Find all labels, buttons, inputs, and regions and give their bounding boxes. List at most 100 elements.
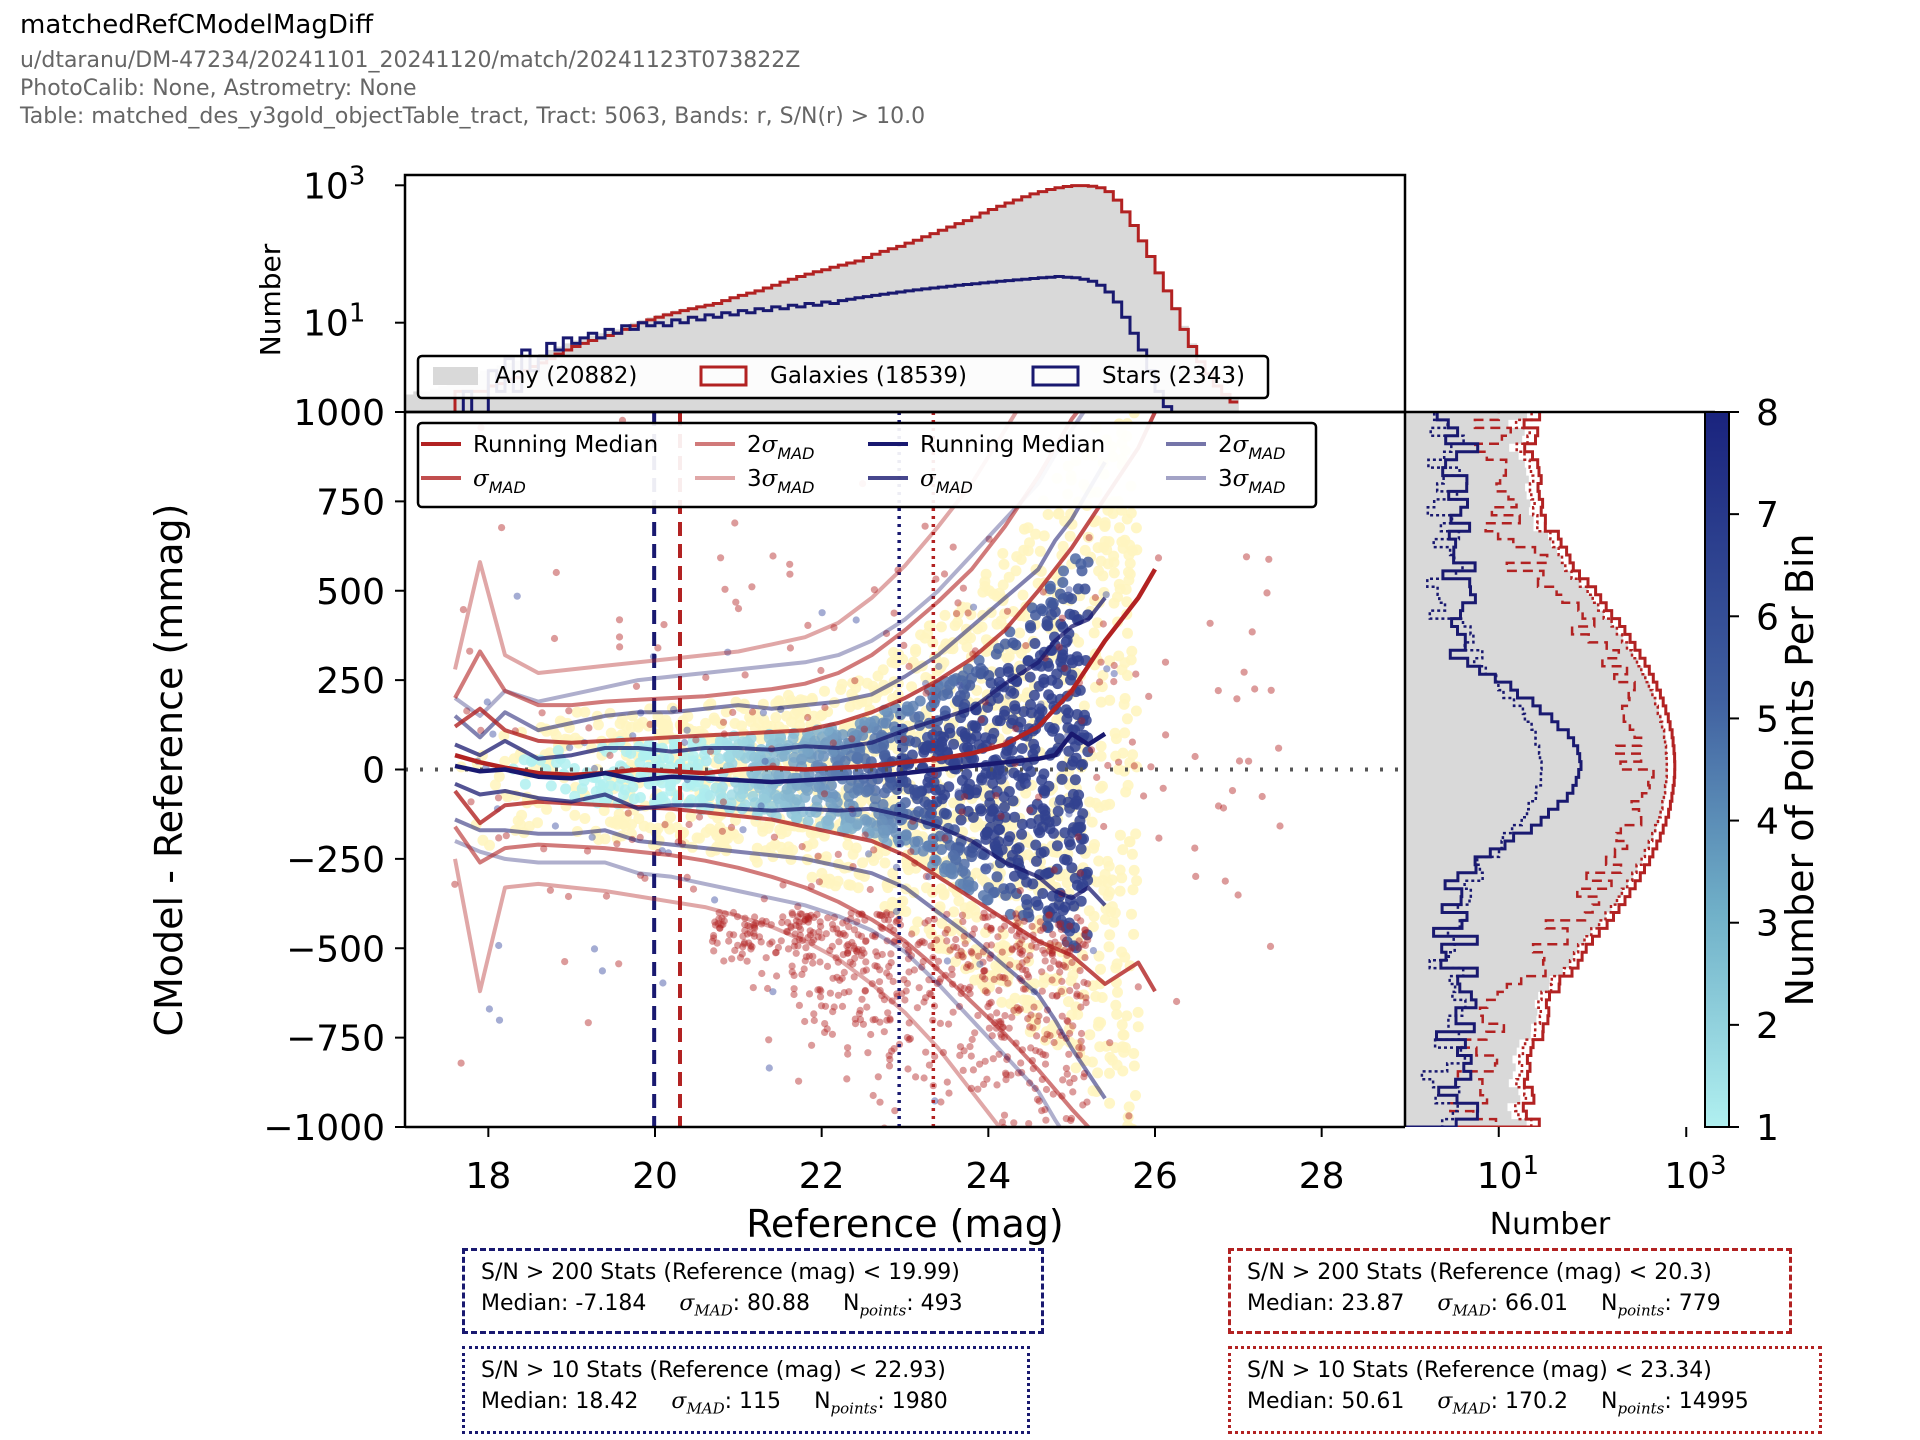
density-hex [888, 721, 900, 733]
density-hex-low [819, 685, 830, 697]
star-point [769, 988, 777, 996]
star-point [1024, 780, 1032, 788]
galaxy-point [692, 736, 700, 744]
galaxy-point [1018, 1068, 1026, 1077]
density-hex [1043, 660, 1055, 672]
galaxy-point [1132, 670, 1140, 678]
density-hex-low [976, 621, 988, 633]
n-sub: points [1617, 1399, 1665, 1418]
galaxy-point [1039, 1050, 1047, 1058]
star-faint-stats: S/N > 10 Stats (Reference (mag) < 22.93)… [462, 1346, 1030, 1434]
density-hex [1007, 637, 1019, 649]
galaxy-point [1085, 534, 1093, 542]
colorbar-tick-label: 5 [1756, 699, 1779, 740]
galaxy-point [814, 852, 822, 860]
density-hex-low [1128, 1048, 1140, 1059]
density-hex-low [1121, 1010, 1133, 1022]
galaxy-point [727, 823, 736, 832]
density-hex-low [1042, 509, 1054, 520]
galaxy-point [987, 924, 995, 932]
density-hex [1025, 622, 1037, 634]
galaxy-point [958, 951, 966, 959]
galaxy-point [864, 1049, 872, 1057]
galaxy-point [1039, 588, 1047, 596]
density-hex [988, 727, 1000, 739]
density-hex [955, 803, 966, 815]
density-hex-low [961, 602, 973, 614]
density-hex [1056, 760, 1068, 772]
y-axis-label: CModel - Reference (mmag) [147, 503, 191, 1036]
galaxy-point [726, 930, 734, 939]
density-hex-low [1057, 540, 1069, 552]
galaxy-point [1057, 920, 1065, 928]
galaxy-point [922, 689, 930, 697]
galaxy-point [1007, 1071, 1015, 1079]
density-hex-low [736, 720, 747, 732]
density-hex [977, 715, 989, 726]
galaxy-point [784, 945, 793, 953]
density-hex [975, 805, 987, 817]
density-hex-low [935, 883, 947, 895]
galaxy-point [1045, 911, 1053, 919]
galaxy-point [791, 930, 799, 938]
galaxy-point [984, 1003, 992, 1011]
density-hex [1056, 773, 1068, 785]
density-hex [758, 793, 770, 805]
galaxy-point [1097, 658, 1105, 666]
galaxy-point [987, 926, 995, 934]
galaxy-point [1039, 924, 1047, 932]
hist-bar-any [738, 294, 748, 412]
star-bright-npoints: : 493 [906, 1291, 963, 1316]
density-hex-low [1130, 522, 1142, 534]
density-hex-low [1130, 1090, 1141, 1101]
galaxy-point [1043, 1030, 1051, 1038]
galaxy-point [788, 910, 797, 919]
galaxy-point [1042, 1116, 1050, 1124]
density-hex [628, 793, 640, 805]
galaxy-point [747, 945, 755, 953]
galaxy-point [876, 986, 884, 995]
density-hex-low [1132, 1021, 1144, 1033]
galaxy-point [941, 929, 949, 937]
density-hex [781, 783, 793, 795]
galaxy-point [993, 1081, 1001, 1089]
galaxy-point [905, 1019, 913, 1027]
galaxy-bright-sigma: : 66.01 [1490, 1291, 1569, 1316]
star-point [1103, 665, 1111, 673]
density-hex [993, 764, 1005, 776]
density-hex-low [969, 949, 981, 961]
density-hex-low [1102, 855, 1113, 867]
galaxy-point [783, 927, 791, 936]
galaxy-point [1076, 967, 1084, 975]
density-hex-low [1022, 849, 1034, 861]
galaxy-point [939, 1048, 948, 1057]
galaxy-point [871, 962, 879, 970]
galaxy-point [1054, 921, 1062, 929]
galaxy-point [546, 886, 555, 894]
hist-bar-any [405, 394, 414, 412]
hist-bar-any [1063, 186, 1073, 412]
density-hex-low [879, 857, 891, 869]
density-hex-low [1034, 545, 1046, 557]
legend-label-sigma: 2σMAD [1218, 432, 1285, 463]
density-hex-low [1003, 571, 1015, 583]
star-point [980, 864, 989, 872]
galaxy-point [1024, 1015, 1032, 1023]
hist-bar-any [430, 388, 439, 412]
galaxy-point [1040, 1035, 1049, 1043]
density-hex-low [1102, 890, 1114, 902]
hist-bar-any [846, 262, 856, 412]
density-hex [787, 732, 799, 744]
density-hex-low [1121, 596, 1133, 608]
galaxy-point [1038, 1107, 1046, 1115]
galaxy-point [821, 703, 829, 712]
density-hex-low [720, 706, 732, 718]
galaxy-point [949, 1008, 957, 1016]
galaxy-point [810, 913, 818, 922]
galaxy-point [1042, 1085, 1051, 1094]
density-hex-low [1070, 1062, 1082, 1074]
density-hex-low [1124, 557, 1136, 569]
hist-bar-any [1121, 211, 1131, 412]
star-point [1102, 591, 1110, 599]
galaxy-point [713, 939, 721, 947]
